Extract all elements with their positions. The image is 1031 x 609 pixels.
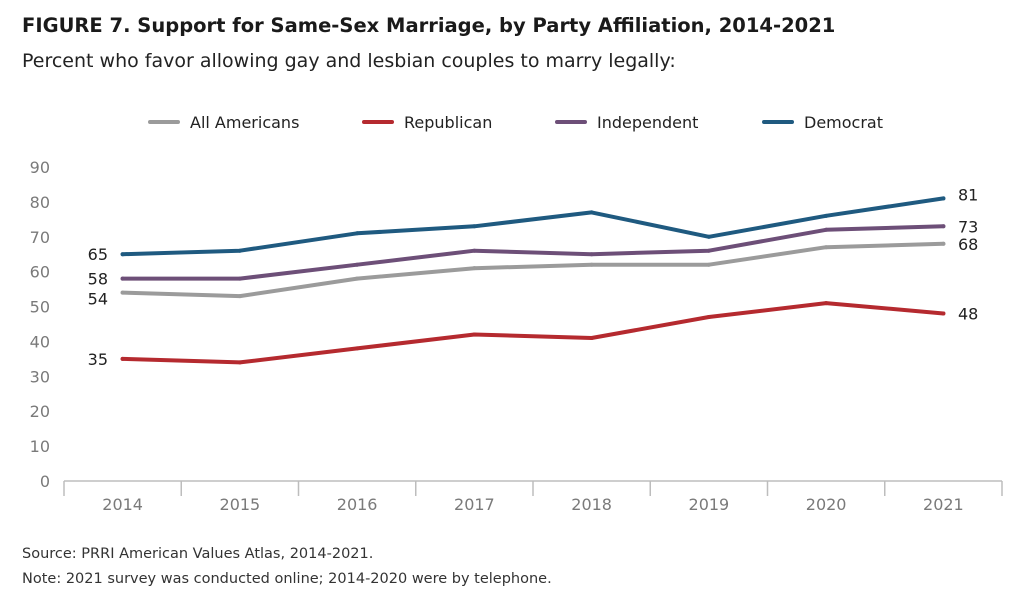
data-point-democrat: [824, 213, 829, 218]
y-tick-label: 50: [30, 298, 50, 317]
x-tick-label: 2015: [220, 495, 261, 514]
series-line-independent: [120, 224, 946, 281]
legend-swatch-all-americans: [148, 120, 180, 124]
data-point-independent: [824, 227, 829, 232]
data-point-independent: [941, 224, 946, 229]
y-tick-label: 90: [30, 158, 50, 177]
data-point-all-americans: [120, 290, 125, 295]
method-note: Note: 2021 survey was conducted online; …: [22, 571, 552, 587]
data-point-all-americans: [237, 294, 242, 299]
y-tick-label: 10: [30, 437, 50, 456]
x-tick-label: 2016: [337, 495, 378, 514]
data-point-republican: [355, 346, 360, 351]
data-point-independent: [355, 262, 360, 267]
legend-swatch-republican: [362, 120, 394, 124]
data-point-democrat: [355, 231, 360, 236]
legend-label: All Americans: [190, 112, 300, 132]
data-point-republican: [120, 356, 125, 361]
data-point-republican: [472, 332, 477, 337]
data-point-independent: [589, 252, 594, 257]
legend-swatch-democrat: [762, 120, 794, 124]
data-point-all-americans: [706, 262, 711, 267]
figure-notes: Source: PRRI American Values Atlas, 2014…: [22, 542, 552, 592]
data-point-all-americans: [824, 245, 829, 250]
legend-label: Democrat: [804, 112, 883, 132]
legend-item-independent: Independent: [555, 108, 698, 136]
y-tick-label: 30: [30, 367, 50, 386]
x-tick-label: 2018: [571, 495, 612, 514]
data-point-all-americans: [589, 262, 594, 267]
data-point-democrat: [472, 224, 477, 229]
x-tick-label: 2014: [102, 495, 143, 514]
data-point-republican: [237, 360, 242, 365]
x-tick-label: 2017: [454, 495, 495, 514]
data-point-democrat: [237, 248, 242, 253]
data-point-democrat: [120, 252, 125, 257]
data-point-all-americans: [941, 241, 946, 246]
data-point-republican: [941, 311, 946, 316]
legend-label: Republican: [404, 112, 493, 132]
data-point-all-americans: [472, 266, 477, 271]
data-point-democrat: [941, 196, 946, 201]
data-point-democrat: [706, 234, 711, 239]
data-point-independent: [120, 276, 125, 281]
data-label-start-democrat: 65: [88, 245, 108, 264]
data-label-start-independent: 58: [88, 270, 108, 289]
chart-legend: All Americans Republican Independent Dem…: [0, 108, 1031, 136]
y-tick-label: 20: [30, 402, 50, 421]
source-note: Source: PRRI American Values Atlas, 2014…: [22, 546, 374, 562]
x-tick-label: 2021: [923, 495, 964, 514]
legend-item-democrat: Democrat: [762, 108, 883, 136]
data-label-end-all-americans: 68: [958, 235, 978, 254]
y-tick-label: 80: [30, 193, 50, 212]
figure-subtitle: Percent who favor allowing gay and lesbi…: [22, 50, 676, 72]
y-tick-label: 40: [30, 332, 50, 351]
series-line-republican: [120, 301, 946, 365]
data-point-independent: [472, 248, 477, 253]
data-point-republican: [589, 335, 594, 340]
series-line-all-americans: [120, 241, 946, 299]
y-tick-label: 70: [30, 228, 50, 247]
data-label-end-independent: 73: [958, 217, 978, 236]
data-point-republican: [706, 315, 711, 320]
y-tick-label: 0: [40, 472, 50, 491]
data-point-independent: [237, 276, 242, 281]
series-line-democrat: [120, 196, 946, 257]
x-tick-label: 2019: [689, 495, 730, 514]
figure-title: FIGURE 7. Support for Same-Sex Marriage,…: [22, 14, 836, 37]
x-tick-label: 2020: [806, 495, 847, 514]
data-label-end-republican: 48: [958, 305, 978, 324]
data-point-independent: [706, 248, 711, 253]
data-point-republican: [824, 301, 829, 306]
legend-item-republican: Republican: [362, 108, 492, 136]
data-point-democrat: [589, 210, 594, 215]
data-label-start-republican: 35: [88, 350, 108, 369]
data-point-all-americans: [355, 276, 360, 281]
line-chart: 0 10 20 30 40 50 60 70 80 90 2014 2015 2016 2017 2018 2…: [30, 158, 1003, 514]
data-label-start-all-americans: 54: [88, 290, 108, 309]
data-label-end-democrat: 81: [958, 185, 978, 204]
legend-swatch-independent: [555, 120, 587, 124]
y-tick-label: 60: [30, 263, 50, 282]
legend-item-all-americans: All Americans: [148, 108, 299, 136]
legend-label: Independent: [597, 112, 699, 132]
